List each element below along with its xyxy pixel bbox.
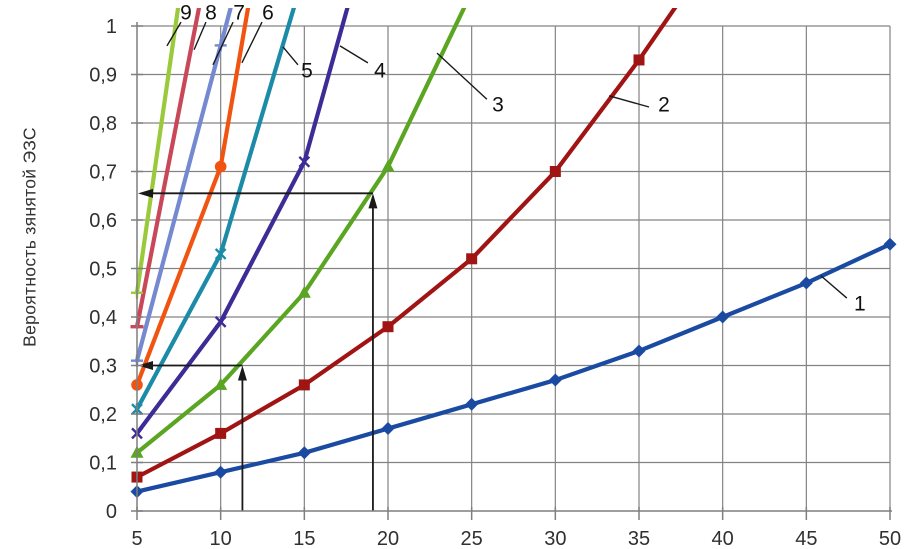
series-marker	[214, 316, 227, 328]
x-tick-label: 50	[879, 528, 901, 549]
y-tick-label: 0,5	[89, 259, 117, 281]
y-axis-title: Вероятность зянятой ЭЗС	[19, 127, 40, 347]
left-arrowhead	[138, 188, 153, 198]
series-label-leader	[166, 21, 182, 47]
series-marker	[215, 427, 227, 439]
y-tick-label: 0,8	[89, 113, 117, 135]
x-tick-label: 35	[628, 528, 650, 549]
series-label-2: 2	[658, 94, 670, 117]
series-label-leader	[820, 275, 848, 299]
series-marker	[548, 373, 562, 387]
series-marker	[381, 422, 395, 436]
guide-arrows	[138, 188, 378, 511]
series-label-5: 5	[301, 60, 313, 83]
series-path	[134, 8, 350, 436]
series-path	[134, 8, 181, 295]
x-tick-label: 40	[712, 528, 734, 549]
series-label-leader	[608, 95, 650, 108]
series-marker	[465, 397, 479, 411]
series-9	[131, 8, 181, 299]
series-marker	[381, 159, 395, 172]
series-marker	[214, 377, 228, 390]
series-marker	[633, 54, 645, 66]
axes	[131, 22, 892, 520]
series-label-leader	[282, 46, 299, 66]
x-tick-label: 15	[293, 528, 315, 549]
y-tick-label: 0,9	[89, 65, 117, 87]
series-labels: 9 8 7 6 5 4 3 2 1	[166, 1, 866, 315]
up-arrowhead	[237, 365, 247, 381]
series-marker	[466, 253, 478, 265]
y-tick-label: 0,2	[89, 404, 117, 426]
series-marker	[549, 166, 561, 177]
y-tick-label: 0,3	[89, 356, 117, 378]
y-tick-label: 1	[106, 16, 117, 38]
series-label-4: 4	[374, 60, 386, 83]
series-marker	[298, 155, 311, 168]
series-marker	[297, 285, 311, 298]
x-tick-label: 30	[544, 528, 566, 549]
series-label-8: 8	[205, 1, 217, 24]
series-marker	[716, 310, 730, 324]
x-tick-label: 25	[461, 528, 483, 549]
series-label-leader	[241, 21, 263, 64]
series-marker	[632, 344, 646, 358]
tick-labels: 5 10 15 20 25 30 35 40 45 5000,10,20,30,40,50,60,…	[89, 16, 901, 549]
y-tick-label: 0,6	[89, 210, 117, 232]
series-marker	[298, 379, 310, 391]
y-tick-label: 0,1	[89, 453, 117, 475]
up-arrowhead	[368, 193, 378, 209]
y-tick-label: 0,7	[89, 162, 117, 184]
x-tick-label: 10	[210, 528, 232, 549]
series-path	[134, 8, 678, 480]
series-marker	[297, 446, 311, 460]
series-label-9: 9	[180, 1, 192, 24]
series-path	[134, 8, 202, 329]
x-tick-label: 20	[377, 528, 399, 549]
series-label-leader	[212, 21, 234, 66]
x-tick-label: 45	[795, 528, 817, 549]
series-marker	[799, 276, 813, 290]
gridlines	[137, 25, 891, 511]
series-marker	[214, 465, 228, 479]
x-tick-label: 5	[131, 528, 142, 549]
series-8	[130, 8, 202, 329]
series-marker	[382, 321, 394, 333]
series-marker	[883, 237, 897, 251]
series-label-3: 3	[492, 94, 504, 117]
series-1	[130, 237, 897, 499]
y-tick-label: 0,4	[89, 307, 117, 329]
series-label-1: 1	[854, 292, 866, 315]
series-7	[131, 8, 233, 367]
left-arrowhead	[138, 361, 153, 370]
series-label-leader	[193, 21, 207, 51]
series-label-leader	[436, 52, 488, 100]
series-path	[134, 242, 893, 494]
y-tick-label: 0	[106, 501, 117, 523]
series-marker	[214, 160, 227, 173]
series-label-leader	[339, 45, 369, 64]
series-label-6: 6	[262, 1, 274, 24]
series-label-7: 7	[233, 1, 245, 24]
